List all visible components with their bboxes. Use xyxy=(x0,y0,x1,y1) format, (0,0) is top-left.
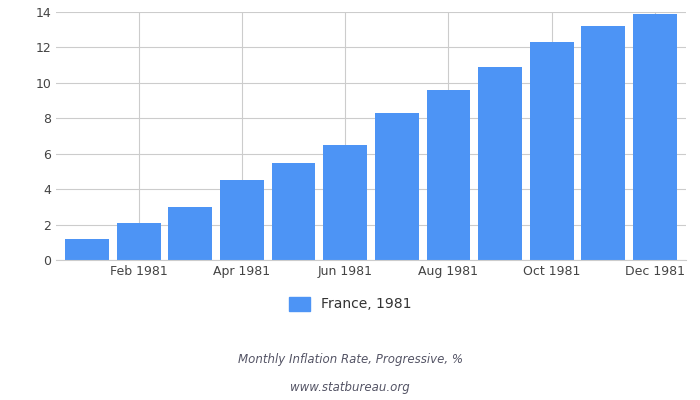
Bar xyxy=(478,67,522,260)
Bar xyxy=(633,14,677,260)
Bar xyxy=(426,90,470,260)
Text: www.statbureau.org: www.statbureau.org xyxy=(290,382,410,394)
Bar xyxy=(220,180,264,260)
Bar xyxy=(375,113,419,260)
Bar xyxy=(272,162,316,260)
Bar xyxy=(530,42,574,260)
Bar xyxy=(168,207,212,260)
Bar xyxy=(582,26,625,260)
Text: Monthly Inflation Rate, Progressive, %: Monthly Inflation Rate, Progressive, % xyxy=(237,354,463,366)
Legend: France, 1981: France, 1981 xyxy=(284,291,416,317)
Bar xyxy=(65,239,109,260)
Bar xyxy=(117,223,160,260)
Bar xyxy=(323,145,367,260)
